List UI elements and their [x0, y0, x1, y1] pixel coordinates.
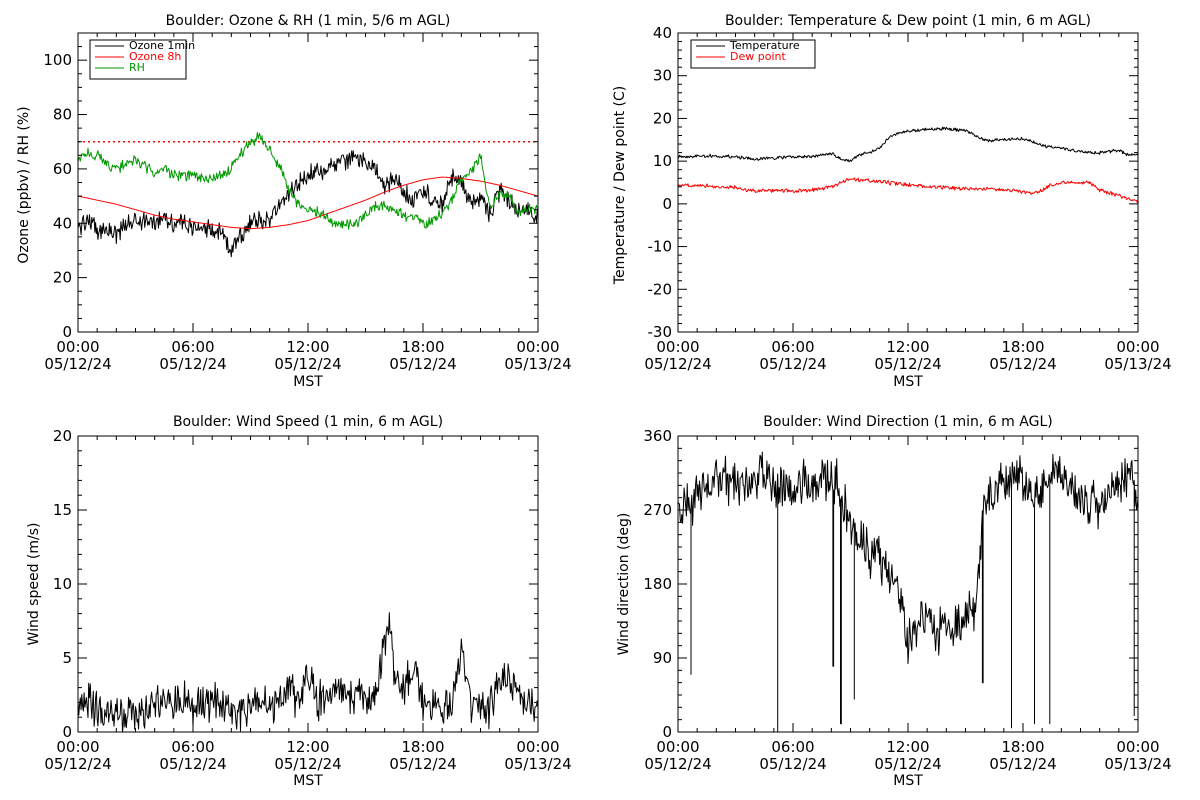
wind-dir-ylabel: Wind direction (deg) [616, 513, 632, 656]
wind-speed-x-tick-time: 00:00 [516, 738, 559, 756]
wind-dir-x-tick-date: 05/12/24 [759, 755, 826, 773]
temp-dew-x-tick-date: 05/12/24 [759, 355, 826, 373]
wind-speed-ylabel: Wind speed (m/s) [26, 523, 42, 646]
wind-speed-x-tick-time: 12:00 [286, 738, 329, 756]
wind-dir-xlabel: MST [893, 773, 923, 789]
temp-dew-x-tick-time: 12:00 [886, 338, 929, 356]
ozone-rh-x-tick-date: 05/12/24 [44, 355, 111, 373]
wind-dir-x-tick-date: 05/12/24 [644, 755, 711, 773]
ozone-rh-series-line-rh [77, 131, 538, 230]
temp-dew-x-tick-time: 06:00 [771, 338, 814, 356]
wind-speed-x-tick-date: 05/12/24 [274, 755, 341, 773]
wind-speed-x-tick-date: 05/12/24 [389, 755, 456, 773]
temp-dew-title: Boulder: Temperature & Dew point (1 min,… [725, 13, 1091, 29]
ozone-rh-x-tick-time: 00:00 [56, 338, 99, 356]
ozone-rh-x-tick-date: 05/12/24 [274, 355, 341, 373]
wind-speed-y-tick-label: 15 [53, 501, 72, 519]
temp-dew-legend-box [690, 39, 816, 69]
ozone-rh-x-tick-time: 18:00 [401, 338, 444, 356]
ozone-rh-y-tick-label: 60 [53, 160, 72, 178]
wind-speed-x-tick-time: 00:00 [56, 738, 99, 756]
ozone-rh-x-tick-time: 12:00 [286, 338, 329, 356]
ozone-rh-title: Boulder: Ozone & RH (1 min, 5/6 m AGL) [166, 13, 451, 29]
ozone-rh-legend-label: Ozone 1min [129, 39, 195, 52]
wind-dir-x-tick-date: 05/12/24 [874, 755, 941, 773]
wind-speed-x-tick-time: 06:00 [171, 738, 214, 756]
temp-dew-series-line-temperature [677, 126, 1139, 163]
ozone-rh-panel: Boulder: Ozone & RH (1 min, 5/6 m AGL) O… [16, 13, 572, 390]
wind-dir-series-line [677, 451, 1139, 733]
wind-dir-x-tick-date: 05/12/24 [989, 755, 1056, 773]
wind-dir-x-tick-time: 00:00 [1116, 738, 1159, 756]
wind-dir-x-tick-time: 06:00 [771, 738, 814, 756]
temp-dew-y-tick-label: -20 [648, 280, 673, 298]
ozone-rh-legend-label: RH [129, 61, 145, 74]
ozone-rh-x-tick-time: 06:00 [171, 338, 214, 356]
wind-speed-x-tick-date: 05/12/24 [159, 755, 226, 773]
temp-dew-legend-label: Dew point [730, 50, 786, 63]
wind-speed-panel: Boulder: Wind Speed (1 min, 6 m AGL) Win… [26, 414, 572, 789]
wind-dir-panel: Boulder: Wind Direction (1 min, 6 m AGL)… [616, 414, 1172, 789]
wind-speed-y-tick-label: 20 [53, 427, 72, 445]
wind-speed-xlabel: MST [293, 773, 323, 789]
ozone-rh-x-tick-date: 05/13/24 [504, 355, 571, 373]
wind-dir-title: Boulder: Wind Direction (1 min, 6 m AGL) [763, 414, 1052, 430]
wind-dir-y-tick-label: 270 [643, 501, 672, 519]
ozone-rh-x-tick-time: 00:00 [516, 338, 559, 356]
wind-speed-y-tick-label: 5 [62, 649, 72, 667]
temp-dew-y-tick-label: -10 [648, 238, 673, 256]
wind-dir-x-tick-time: 12:00 [886, 738, 929, 756]
ozone-rh-xlabel: MST [293, 374, 323, 390]
temp-dew-y-tick-label: 0 [662, 195, 672, 213]
temp-dew-x-tick-date: 05/12/24 [989, 355, 1056, 373]
wind-speed-y-tick-label: 0 [62, 723, 72, 741]
temp-dew-x-tick-time: 00:00 [1116, 338, 1159, 356]
ozone-rh-y-tick-label: 20 [53, 269, 72, 287]
temp-dew-x-tick-date: 05/12/24 [874, 355, 941, 373]
temp-dew-x-tick-date: 05/12/24 [644, 355, 711, 373]
wind-speed-x-tick-time: 18:00 [401, 738, 444, 756]
temp-dew-x-tick-time: 00:00 [656, 338, 699, 356]
wind-dir-x-tick-time: 00:00 [656, 738, 699, 756]
temp-dew-ylabel: Temperature / Dew point (C) [612, 86, 628, 285]
wind-dir-y-tick-label: 90 [653, 649, 672, 667]
wind-dir-y-tick-label: 360 [643, 427, 672, 445]
wind-dir-x-tick-time: 18:00 [1001, 738, 1044, 756]
temp-dew-panel: Boulder: Temperature & Dew point (1 min,… [612, 13, 1172, 390]
temp-dew-legend-label: Temperature [729, 39, 800, 52]
wind-speed-title: Boulder: Wind Speed (1 min, 6 m AGL) [173, 414, 443, 430]
temp-dew-y-tick-label: 40 [653, 24, 672, 42]
wind-dir-y-tick-label: 180 [643, 575, 672, 593]
wind-dir-x-tick-date: 05/13/24 [1104, 755, 1171, 773]
ozone-rh-y-tick-label: 100 [43, 51, 72, 69]
wind-speed-y-tick-label: 10 [53, 575, 72, 593]
temp-dew-x-tick-time: 18:00 [1001, 338, 1044, 356]
temp-dew-y-tick-label: 20 [653, 109, 672, 127]
ozone-rh-y-tick-label: 80 [53, 106, 72, 124]
wind-speed-x-tick-date: 05/12/24 [44, 755, 111, 773]
wind-dir-y-tick-label: 0 [662, 723, 672, 741]
temp-dew-x-tick-date: 05/13/24 [1104, 355, 1171, 373]
wind-speed-series-line [77, 612, 539, 733]
temp-dew-xlabel: MST [893, 374, 923, 390]
ozone-rh-y-tick-label: 40 [53, 214, 72, 232]
wind-speed-x-tick-date: 05/13/24 [504, 755, 571, 773]
ozone-rh-x-tick-date: 05/12/24 [389, 355, 456, 373]
temp-dew-y-tick-label: 10 [653, 152, 672, 170]
ozone-rh-series-line-ozone-1min [77, 150, 539, 258]
ozone-rh-y-tick-label: 0 [62, 323, 72, 341]
ozone-rh-legend-label: Ozone 8h [129, 50, 181, 63]
ozone-rh-ylabel: Ozone (ppbv) / RH (%) [16, 106, 32, 263]
temp-dew-y-tick-label: 30 [653, 67, 672, 85]
ozone-rh-x-tick-date: 05/12/24 [159, 355, 226, 373]
temp-dew-series-line-dew-point [677, 177, 1139, 203]
temp-dew-y-tick-label: -30 [648, 323, 673, 341]
